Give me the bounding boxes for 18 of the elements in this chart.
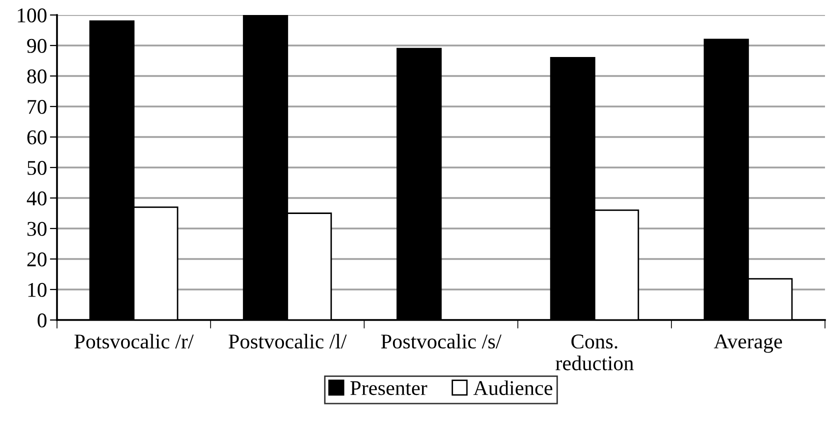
y-tick-label: 100 <box>18 8 46 22</box>
x-tick-label: Postvocalic /s/ <box>381 334 502 349</box>
y-tick-label: 70 <box>28 100 46 114</box>
y-tick-label: 10 <box>28 282 46 297</box>
x-tick-label: Postvocalic /l/ <box>228 334 347 349</box>
legend-label: Presenter <box>350 381 428 396</box>
y-tick-label: 90 <box>27 38 46 53</box>
x-tick-label: Cons. reduction <box>556 334 634 370</box>
x-tick-label: Potsvocalic /r/ <box>74 334 194 349</box>
y-tick-label: 40 <box>26 191 46 206</box>
y-tick-label: 0 <box>38 313 46 328</box>
y-tick-label: 30 <box>27 222 46 236</box>
y-tick-label: 20 <box>27 252 46 266</box>
x-tick-label: Average <box>714 334 782 353</box>
y-tick-label: 60 <box>27 130 46 144</box>
y-tick-label: 50 <box>28 160 46 175</box>
y-tick-label: 80 <box>27 69 46 84</box>
legend-label: Audience <box>473 380 552 396</box>
